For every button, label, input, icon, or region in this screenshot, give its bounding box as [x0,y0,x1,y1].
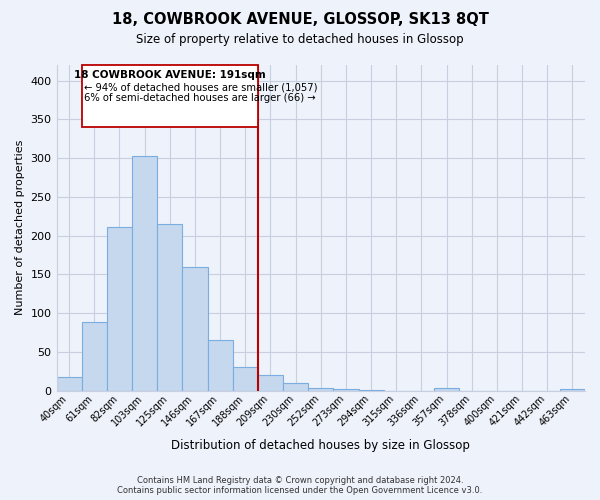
Bar [308,388,334,390]
Bar [208,340,233,390]
Bar [258,375,283,390]
Bar [56,376,82,390]
Text: ← 94% of detached houses are smaller (1,057): ← 94% of detached houses are smaller (1,… [84,82,318,92]
Text: Contains HM Land Registry data © Crown copyright and database right 2024.: Contains HM Land Registry data © Crown c… [137,476,463,485]
Text: 6% of semi-detached houses are larger (66) →: 6% of semi-detached houses are larger (6… [84,93,316,103]
Bar [132,156,157,390]
Bar [434,388,459,390]
FancyBboxPatch shape [82,65,258,127]
Bar [283,383,308,390]
Text: Size of property relative to detached houses in Glossop: Size of property relative to detached ho… [136,32,464,46]
X-axis label: Distribution of detached houses by size in Glossop: Distribution of detached houses by size … [172,440,470,452]
Text: 18, COWBROOK AVENUE, GLOSSOP, SK13 8QT: 18, COWBROOK AVENUE, GLOSSOP, SK13 8QT [112,12,488,28]
Bar [157,224,182,390]
Bar [233,366,258,390]
Text: Contains public sector information licensed under the Open Government Licence v3: Contains public sector information licen… [118,486,482,495]
Bar [182,266,208,390]
Bar [334,389,359,390]
Text: 18 COWBROOK AVENUE: 191sqm: 18 COWBROOK AVENUE: 191sqm [74,70,266,80]
Y-axis label: Number of detached properties: Number of detached properties [15,140,25,316]
Bar [82,322,107,390]
Bar [107,227,132,390]
Bar [560,389,585,390]
